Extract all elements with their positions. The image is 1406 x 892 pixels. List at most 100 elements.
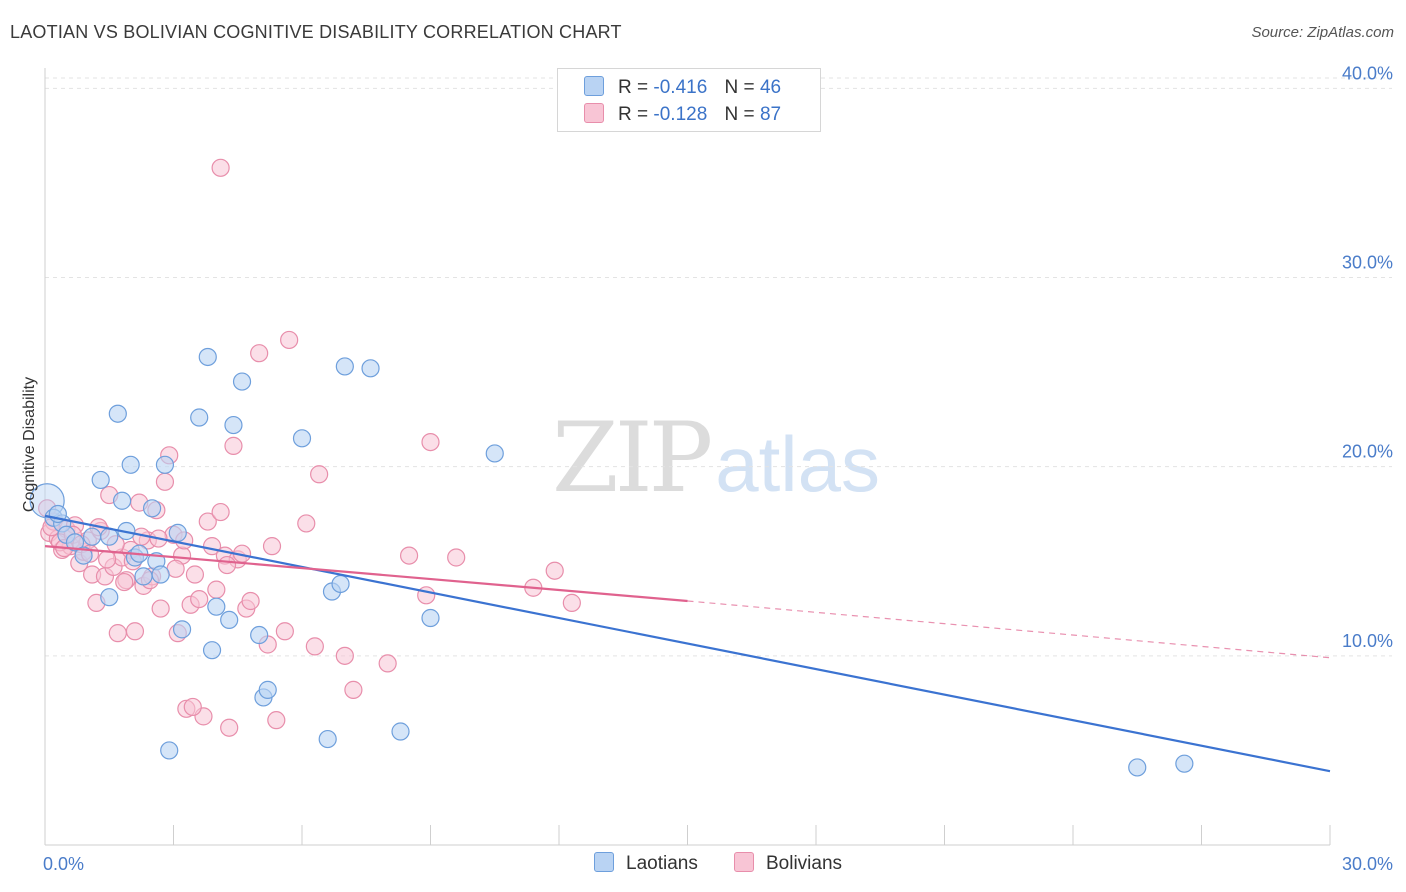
grid-lines	[45, 77, 1392, 657]
bolivians-point	[220, 718, 239, 737]
laotians-point	[190, 408, 209, 427]
legend-r-value: -0.128	[653, 104, 708, 125]
watermark: ZIPatlas	[552, 402, 880, 514]
laotians-point	[121, 455, 140, 474]
watermark-zip: ZIP	[552, 402, 713, 514]
bottom-legend-bolivians: Bolivians	[734, 852, 842, 875]
laotians-point	[151, 565, 170, 584]
laotians-point	[168, 523, 187, 542]
legend-r-label: R =	[618, 77, 649, 98]
legend-r-label: R =	[618, 104, 649, 125]
bolivians-point	[421, 432, 440, 452]
bolivians-point	[305, 637, 324, 656]
correlation-legend: R = -0.416 N = 46 R = -0.128 N = 87	[557, 68, 821, 132]
bolivians-point	[211, 502, 230, 522]
bolivians-point	[198, 512, 217, 531]
trend-lines	[44, 514, 1331, 773]
bolivians-point	[115, 572, 134, 592]
laotians-point	[65, 533, 85, 552]
bolivians-point	[183, 697, 202, 717]
legend-n-label: N =	[724, 104, 755, 125]
laotians-point	[112, 491, 132, 510]
laotians-point	[421, 608, 440, 628]
laotians-point	[134, 567, 153, 586]
laotians-point	[250, 625, 269, 645]
bolivians-point	[275, 622, 294, 641]
bolivians-point	[224, 436, 243, 455]
laotians-point	[292, 429, 312, 448]
laotians-point	[331, 574, 350, 594]
bolivians-point	[250, 344, 269, 363]
bolivians-point	[297, 514, 316, 533]
laotians-point	[83, 527, 102, 546]
laotians-point	[318, 729, 337, 749]
bolivians-point	[562, 593, 581, 612]
laotians-point	[108, 404, 127, 423]
bolivians-point	[108, 624, 127, 643]
laotians-point	[91, 470, 110, 490]
bolivians-point	[151, 599, 170, 618]
bolivians-point	[344, 680, 363, 699]
bolivians-point	[217, 555, 237, 575]
laotians-point	[100, 588, 119, 607]
legend-n-value: 87	[759, 104, 782, 125]
bolivians-point	[335, 646, 354, 665]
y-tick-label: 40.0%	[1342, 63, 1393, 83]
bolivians-point	[185, 565, 205, 584]
laotians-point	[1128, 758, 1147, 777]
legend-row-laotians: R = -0.416 N = 46	[584, 76, 781, 98]
legend-n-label: N =	[724, 77, 755, 98]
bolivians-swatch	[584, 103, 604, 123]
chart-title: LAOTIAN VS BOLIVIAN COGNITIVE DISABILITY…	[10, 22, 622, 42]
laotians-point	[220, 610, 239, 630]
axes	[44, 68, 1331, 846]
laotians-point	[74, 546, 93, 565]
laotians-point	[232, 372, 252, 391]
bolivians-point	[545, 561, 564, 580]
legend-n-value: 46	[759, 77, 782, 98]
bolivians-point	[447, 548, 466, 567]
tick-labels: 10.0% 20.0% 30.0% 40.0% 0.0% 30.0% Cognitive D…	[21, 63, 1393, 874]
bolivians-point	[98, 550, 117, 569]
bolivians-legend-swatch	[734, 852, 754, 872]
bottom-legend-laotians: Laotians	[594, 852, 698, 875]
bolivians-point	[207, 580, 226, 599]
watermark-atlas: atlas	[715, 420, 880, 508]
laotians-legend-swatch	[594, 852, 614, 872]
laotians-swatch	[584, 76, 604, 96]
legend-row-bolivians: R = -0.128 N = 87	[584, 103, 781, 125]
bolivians-legend-label: Bolivians	[766, 853, 843, 874]
laotians-point	[207, 597, 226, 616]
laotians-trend-line	[44, 514, 1331, 773]
laotians-point	[198, 347, 217, 367]
laotians-point	[1175, 754, 1194, 773]
laotians-point	[485, 444, 504, 463]
laotians-point	[202, 641, 222, 660]
bolivians-point	[399, 546, 419, 565]
laotians-point	[258, 680, 277, 699]
laotians-point	[391, 722, 410, 741]
bolivians-point	[378, 654, 397, 673]
bolivians-trend-extension	[687, 600, 1331, 659]
source-label: Source: ZipAtlas.com	[1251, 24, 1394, 41]
laotians-point	[335, 357, 354, 376]
bolivians-point	[190, 589, 209, 609]
x-tick-label: 0.0%	[43, 854, 84, 874]
bolivians-point	[280, 330, 299, 350]
laotians-point	[224, 415, 243, 435]
bolivians-point	[241, 591, 260, 611]
laotians-point	[172, 620, 192, 639]
bolivians-point	[125, 622, 145, 641]
y-tick-label: 10.0%	[1342, 631, 1393, 651]
bolivians-trend-line	[44, 545, 688, 603]
laotians-point	[160, 741, 179, 760]
bolivians-point	[155, 472, 175, 491]
laotians-point	[142, 499, 162, 518]
bolivians-point	[262, 537, 282, 556]
laotians-legend-label: Laotians	[626, 853, 698, 874]
laotians-point	[361, 359, 380, 378]
bolivians-point	[211, 158, 230, 177]
laotians-point	[155, 455, 175, 474]
legend-r-value: -0.416	[653, 77, 708, 98]
